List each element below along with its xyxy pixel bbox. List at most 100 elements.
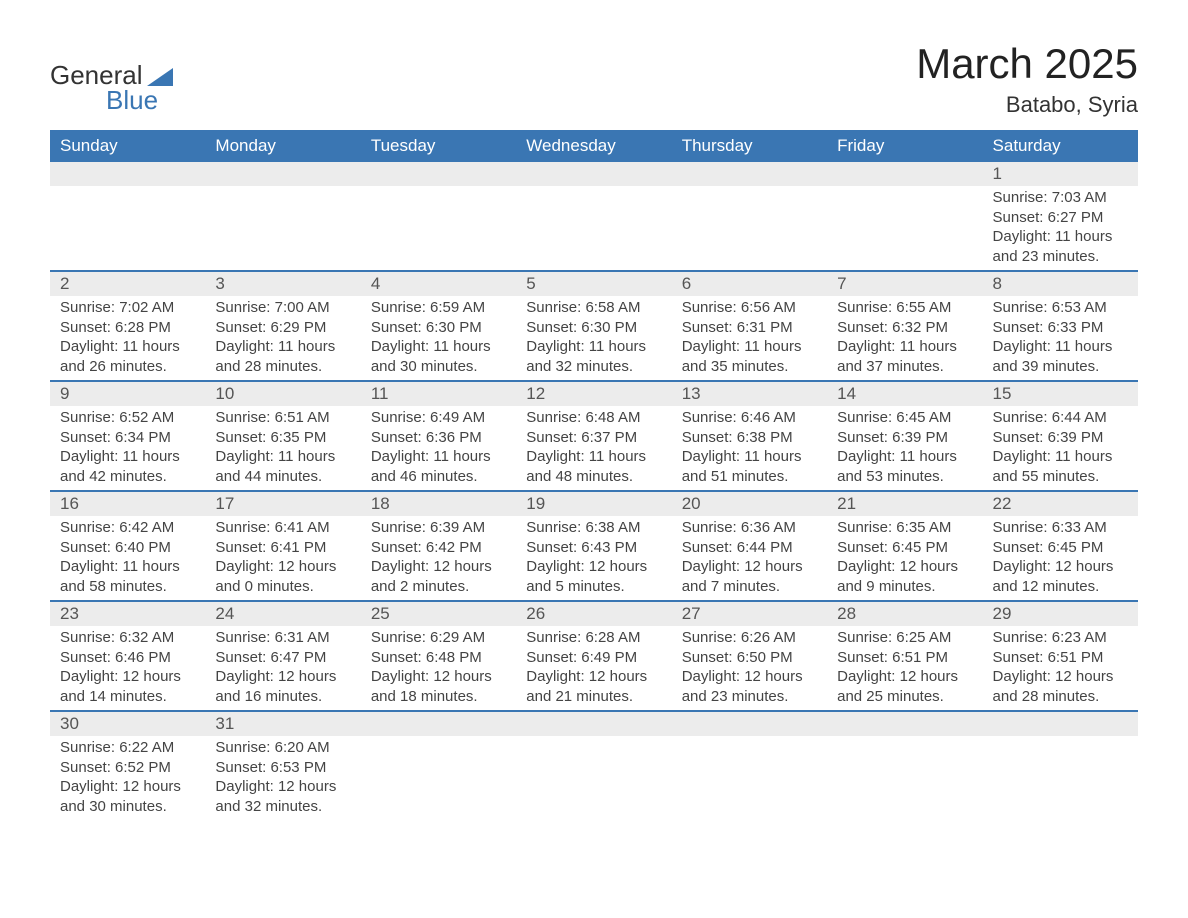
calendar-day-cell: 9Sunrise: 6:52 AMSunset: 6:34 PMDaylight… <box>50 381 205 491</box>
calendar-week-row: 30Sunrise: 6:22 AMSunset: 6:52 PMDayligh… <box>50 711 1138 820</box>
daylight-text: and 42 minutes. <box>60 467 195 487</box>
daylight-text: and 26 minutes. <box>60 357 195 377</box>
day-details: Sunrise: 6:38 AMSunset: 6:43 PMDaylight:… <box>516 516 671 600</box>
day-details <box>672 186 827 270</box>
daylight-text: Daylight: 11 hours <box>526 447 661 467</box>
daylight-text: and 21 minutes. <box>526 687 661 707</box>
daylight-text: Daylight: 12 hours <box>371 557 506 577</box>
calendar-day-cell: 24Sunrise: 6:31 AMSunset: 6:47 PMDayligh… <box>205 601 360 711</box>
daylight-text: Daylight: 11 hours <box>60 337 195 357</box>
logo-text-blue: Blue <box>106 85 173 116</box>
daylight-text: and 16 minutes. <box>215 687 350 707</box>
day-details: Sunrise: 6:52 AMSunset: 6:34 PMDaylight:… <box>50 406 205 490</box>
sunrise-text: Sunrise: 6:39 AM <box>371 518 506 538</box>
daylight-text: and 35 minutes. <box>682 357 817 377</box>
daylight-text: and 55 minutes. <box>993 467 1128 487</box>
day-number: 6 <box>672 272 827 296</box>
sunset-text: Sunset: 6:40 PM <box>60 538 195 558</box>
day-number: 25 <box>361 602 516 626</box>
calendar-day-cell: 26Sunrise: 6:28 AMSunset: 6:49 PMDayligh… <box>516 601 671 711</box>
sunrise-text: Sunrise: 6:55 AM <box>837 298 972 318</box>
sunrise-text: Sunrise: 6:42 AM <box>60 518 195 538</box>
daylight-text: and 0 minutes. <box>215 577 350 597</box>
day-number: 8 <box>983 272 1138 296</box>
sunset-text: Sunset: 6:44 PM <box>682 538 817 558</box>
day-number: 23 <box>50 602 205 626</box>
day-header: Sunday <box>50 130 205 162</box>
sunrise-text: Sunrise: 6:51 AM <box>215 408 350 428</box>
sunrise-text: Sunrise: 6:53 AM <box>993 298 1128 318</box>
day-number: 5 <box>516 272 671 296</box>
sunset-text: Sunset: 6:29 PM <box>215 318 350 338</box>
day-number: 26 <box>516 602 671 626</box>
sunset-text: Sunset: 6:45 PM <box>837 538 972 558</box>
daylight-text: and 30 minutes. <box>371 357 506 377</box>
sunrise-text: Sunrise: 6:58 AM <box>526 298 661 318</box>
daylight-text: and 23 minutes. <box>993 247 1128 267</box>
daylight-text: Daylight: 12 hours <box>993 557 1128 577</box>
sunset-text: Sunset: 6:34 PM <box>60 428 195 448</box>
daylight-text: and 18 minutes. <box>371 687 506 707</box>
daylight-text: and 12 minutes. <box>993 577 1128 597</box>
daylight-text: and 53 minutes. <box>837 467 972 487</box>
calendar-day-cell: 20Sunrise: 6:36 AMSunset: 6:44 PMDayligh… <box>672 491 827 601</box>
day-details: Sunrise: 6:59 AMSunset: 6:30 PMDaylight:… <box>361 296 516 380</box>
sunset-text: Sunset: 6:42 PM <box>371 538 506 558</box>
daylight-text: Daylight: 12 hours <box>526 557 661 577</box>
day-details <box>205 186 360 270</box>
day-details: Sunrise: 6:23 AMSunset: 6:51 PMDaylight:… <box>983 626 1138 710</box>
day-number: 29 <box>983 602 1138 626</box>
day-details <box>516 736 671 820</box>
location-label: Batabo, Syria <box>916 92 1138 118</box>
day-number: 13 <box>672 382 827 406</box>
daylight-text: Daylight: 12 hours <box>215 667 350 687</box>
calendar-day-cell: 22Sunrise: 6:33 AMSunset: 6:45 PMDayligh… <box>983 491 1138 601</box>
calendar-week-row: 9Sunrise: 6:52 AMSunset: 6:34 PMDaylight… <box>50 381 1138 491</box>
calendar-day-cell: 3Sunrise: 7:00 AMSunset: 6:29 PMDaylight… <box>205 271 360 381</box>
sunrise-text: Sunrise: 6:31 AM <box>215 628 350 648</box>
daylight-text: and 39 minutes. <box>993 357 1128 377</box>
day-details <box>672 736 827 820</box>
sunrise-text: Sunrise: 6:32 AM <box>60 628 195 648</box>
calendar-day-cell: 28Sunrise: 6:25 AMSunset: 6:51 PMDayligh… <box>827 601 982 711</box>
day-details: Sunrise: 6:20 AMSunset: 6:53 PMDaylight:… <box>205 736 360 820</box>
calendar-day-cell <box>672 162 827 271</box>
day-details: Sunrise: 6:51 AMSunset: 6:35 PMDaylight:… <box>205 406 360 490</box>
sunrise-text: Sunrise: 6:46 AM <box>682 408 817 428</box>
sunrise-text: Sunrise: 6:23 AM <box>993 628 1128 648</box>
daylight-text: and 51 minutes. <box>682 467 817 487</box>
day-header: Saturday <box>983 130 1138 162</box>
sunrise-text: Sunrise: 7:02 AM <box>60 298 195 318</box>
day-number: 9 <box>50 382 205 406</box>
daylight-text: and 23 minutes. <box>682 687 817 707</box>
day-header: Friday <box>827 130 982 162</box>
day-number: 31 <box>205 712 360 736</box>
calendar-day-cell: 13Sunrise: 6:46 AMSunset: 6:38 PMDayligh… <box>672 381 827 491</box>
day-details: Sunrise: 7:02 AMSunset: 6:28 PMDaylight:… <box>50 296 205 380</box>
calendar-day-cell: 12Sunrise: 6:48 AMSunset: 6:37 PMDayligh… <box>516 381 671 491</box>
calendar-day-cell <box>516 711 671 820</box>
day-number: 17 <box>205 492 360 516</box>
sunset-text: Sunset: 6:30 PM <box>526 318 661 338</box>
daylight-text: Daylight: 12 hours <box>60 777 195 797</box>
sunrise-text: Sunrise: 6:38 AM <box>526 518 661 538</box>
sunset-text: Sunset: 6:36 PM <box>371 428 506 448</box>
day-details: Sunrise: 6:33 AMSunset: 6:45 PMDaylight:… <box>983 516 1138 600</box>
calendar-day-cell: 6Sunrise: 6:56 AMSunset: 6:31 PMDaylight… <box>672 271 827 381</box>
calendar-body: 1Sunrise: 7:03 AMSunset: 6:27 PMDaylight… <box>50 162 1138 820</box>
day-details: Sunrise: 6:55 AMSunset: 6:32 PMDaylight:… <box>827 296 982 380</box>
day-header: Wednesday <box>516 130 671 162</box>
day-details <box>361 736 516 820</box>
calendar-day-cell <box>516 162 671 271</box>
day-details: Sunrise: 6:28 AMSunset: 6:49 PMDaylight:… <box>516 626 671 710</box>
day-details <box>983 736 1138 820</box>
daylight-text: Daylight: 11 hours <box>60 447 195 467</box>
daylight-text: Daylight: 12 hours <box>682 557 817 577</box>
sunset-text: Sunset: 6:30 PM <box>371 318 506 338</box>
daylight-text: Daylight: 12 hours <box>215 557 350 577</box>
day-number: 21 <box>827 492 982 516</box>
sunrise-text: Sunrise: 6:28 AM <box>526 628 661 648</box>
calendar-day-cell <box>50 162 205 271</box>
day-details: Sunrise: 7:00 AMSunset: 6:29 PMDaylight:… <box>205 296 360 380</box>
calendar-day-cell <box>827 711 982 820</box>
